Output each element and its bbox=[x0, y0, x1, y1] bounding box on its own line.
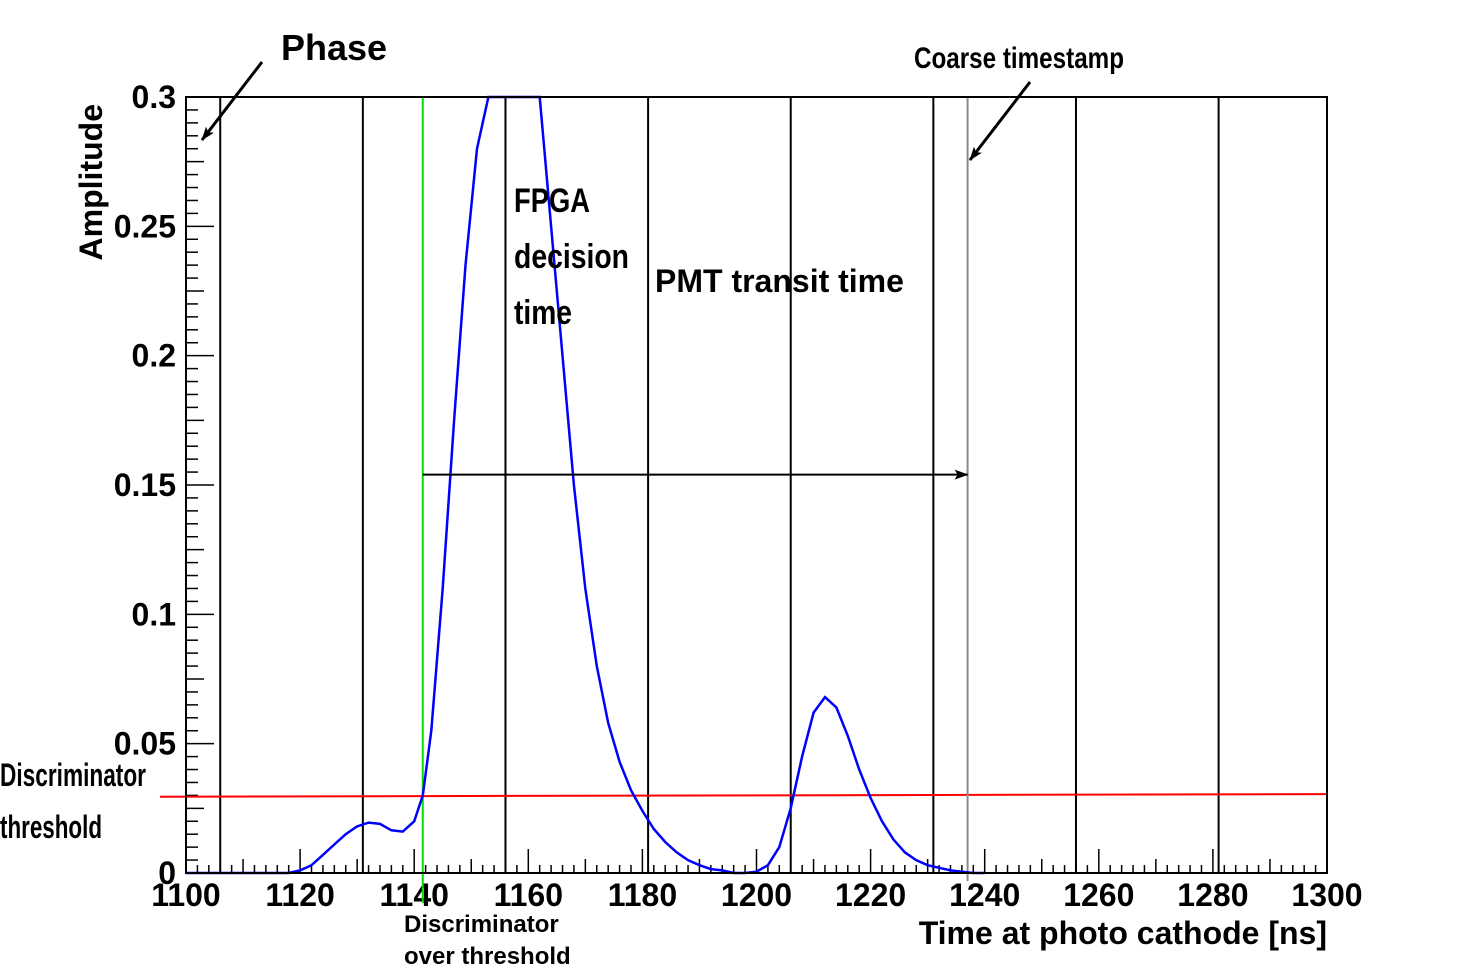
y-axis-label: Amplitude bbox=[73, 104, 109, 260]
y-tick-label: 0.1 bbox=[132, 596, 176, 632]
x-axis-ticks bbox=[185, 849, 1328, 873]
x-tick-label: 1140 bbox=[379, 877, 448, 913]
y-tick-label: 0.2 bbox=[132, 338, 176, 374]
disc-threshold-label-line1: Discriminator bbox=[0, 757, 146, 793]
y-tick-label: 0.05 bbox=[114, 726, 176, 762]
plot-frame bbox=[185, 96, 1328, 874]
pmt-transit-label: PMT transit time bbox=[655, 263, 904, 299]
x-tick-label: 1180 bbox=[608, 877, 677, 913]
discriminator-threshold-line bbox=[159, 793, 1328, 798]
x-tick-label: 1300 bbox=[1291, 877, 1362, 913]
x-axis-label: Time at photo cathode [ns] bbox=[919, 915, 1327, 951]
fpga-label-line3: time bbox=[514, 294, 572, 332]
y-tick-label: 0.15 bbox=[114, 467, 176, 503]
y-axis-ticks bbox=[186, 96, 214, 874]
coarse-timestamp-label: Coarse timestamp bbox=[914, 42, 1124, 75]
x-tick-label: 1100 bbox=[151, 877, 220, 913]
x-axis-tick-labels: 1100 1120 1140 1160 1180 1200 1220 1240 1260 1280… bbox=[151, 877, 1362, 913]
coarse-timestamp-arrow bbox=[968, 81, 1032, 161]
pulse-series-line bbox=[186, 95, 985, 875]
fpga-label-line1: FPGA bbox=[514, 182, 590, 220]
phase-arrow bbox=[200, 61, 264, 141]
y-tick-label: 0.25 bbox=[114, 208, 176, 244]
x-tick-label: 1240 bbox=[949, 877, 1020, 913]
x-tick-label: 1280 bbox=[1177, 877, 1248, 913]
x-tick-label: 1120 bbox=[265, 877, 334, 913]
y-tick-label: 0.3 bbox=[132, 79, 176, 115]
disc-threshold-label-line2: threshold bbox=[0, 809, 102, 845]
x-tick-label: 1200 bbox=[721, 877, 792, 913]
clock-lines bbox=[219, 97, 1220, 873]
x-tick-label: 1220 bbox=[835, 877, 906, 913]
y-axis-tick-labels: 0 0.05 0.1 0.15 0.2 0.25 0.3 bbox=[114, 79, 176, 891]
y-tick-label: 0 bbox=[158, 855, 176, 891]
x-tick-label: 1260 bbox=[1063, 877, 1134, 913]
disc-over-label-line2: over threshold bbox=[404, 943, 571, 970]
fpga-label-line2: decision bbox=[514, 238, 629, 276]
phase-label: Phase bbox=[281, 27, 387, 68]
x-tick-label: 1160 bbox=[494, 877, 563, 913]
disc-over-label-line1: Discriminator bbox=[404, 911, 559, 938]
